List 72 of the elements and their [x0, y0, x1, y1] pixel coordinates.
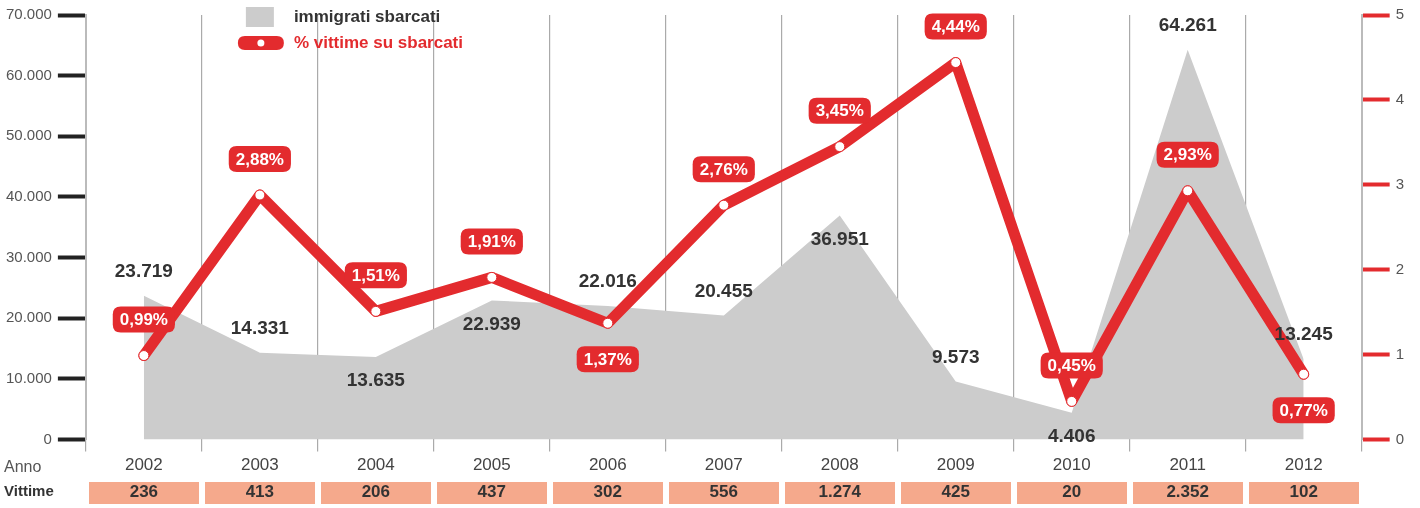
x-tick-label: 2006 — [588, 455, 627, 475]
point — [834, 141, 846, 153]
legend-label: immigrati sbarcati — [293, 6, 441, 26]
point — [602, 317, 614, 329]
data-label: 36.951 — [810, 227, 870, 249]
x-axis-title: Anno — [4, 458, 42, 476]
data-label: 23.719 — [114, 259, 173, 281]
x-tick-label: 2012 — [1284, 455, 1323, 475]
data-label: 22.939 — [462, 312, 521, 334]
data-label: 13.635 — [346, 369, 406, 391]
y2-tick-label: 3 — [1395, 174, 1404, 192]
x-tick-label: 2004 — [356, 455, 395, 475]
x-tick-label: 2005 — [472, 455, 511, 475]
data-label: 14.331 — [230, 316, 290, 338]
y-tick-label: 40.000 — [5, 187, 52, 205]
data-label: 1,91% — [467, 232, 516, 252]
point — [254, 189, 266, 201]
text: 556 — [668, 482, 779, 504]
x-tick-label: 2007 — [704, 455, 743, 475]
text: 236 — [88, 482, 199, 504]
x-tick-label: 2008 — [820, 455, 859, 475]
point — [370, 305, 382, 317]
point — [950, 57, 962, 69]
data-label: 4.406 — [1047, 425, 1096, 447]
legend-label: % vittime su sbarcati — [293, 32, 463, 52]
y-tick-label: 30.000 — [5, 247, 52, 265]
data-label: 1,51% — [351, 266, 400, 286]
y2-tick-label: 2 — [1395, 259, 1404, 277]
y-tick-label: 70.000 — [5, 5, 52, 23]
text: 20 — [1016, 482, 1127, 504]
x-tick-label: 2003 — [240, 455, 279, 475]
point — [1298, 368, 1310, 380]
data-label: 2,76% — [699, 159, 748, 179]
data-label: 1,37% — [583, 349, 632, 369]
y2-tick-label: 4 — [1395, 90, 1404, 108]
data-label: 9.573 — [931, 345, 980, 367]
data-label: 0,77% — [1279, 400, 1328, 420]
data-label: 0,45% — [1047, 356, 1096, 376]
x-tick-label: 2002 — [124, 455, 163, 475]
y-tick-label: 10.000 — [5, 369, 52, 387]
data-label: 20.455 — [694, 279, 754, 301]
data-label: 4,44% — [931, 17, 980, 37]
data-label: 2,93% — [1163, 145, 1212, 165]
text: 1.274 — [784, 482, 895, 504]
data-label: 64.261 — [1158, 14, 1218, 36]
x-tick-label: 2010 — [1052, 455, 1091, 475]
text: Vittime — [4, 482, 54, 501]
text: 2.352 — [1132, 482, 1243, 504]
y-tick-label: 60.000 — [5, 65, 52, 83]
point — [718, 199, 730, 211]
y-tick-label: 0 — [43, 429, 52, 447]
x-tick-label: 2011 — [1169, 455, 1206, 475]
point — [138, 350, 150, 362]
y-tick-label: 50.000 — [5, 126, 52, 144]
data-label: 0,99% — [119, 310, 168, 330]
data-label: 3,45% — [815, 101, 864, 121]
y2-tick-label: 1 — [1395, 344, 1404, 362]
y2-tick-label: 0 — [1395, 429, 1404, 447]
data-label: 22.016 — [578, 270, 637, 292]
x-tick-label: 2009 — [936, 455, 975, 475]
y-tick-label: 20.000 — [5, 308, 52, 326]
data-label: 2,88% — [235, 149, 284, 169]
text: 425 — [900, 482, 1011, 504]
text: 413 — [204, 482, 315, 504]
text: 302 — [552, 482, 663, 504]
point — [486, 271, 498, 283]
text: 206 — [320, 482, 431, 504]
y2-tick-label: 5 — [1395, 5, 1404, 23]
point — [1182, 185, 1194, 197]
text: 437 — [436, 482, 547, 504]
point — [1066, 395, 1078, 407]
text: 102 — [1248, 482, 1359, 504]
